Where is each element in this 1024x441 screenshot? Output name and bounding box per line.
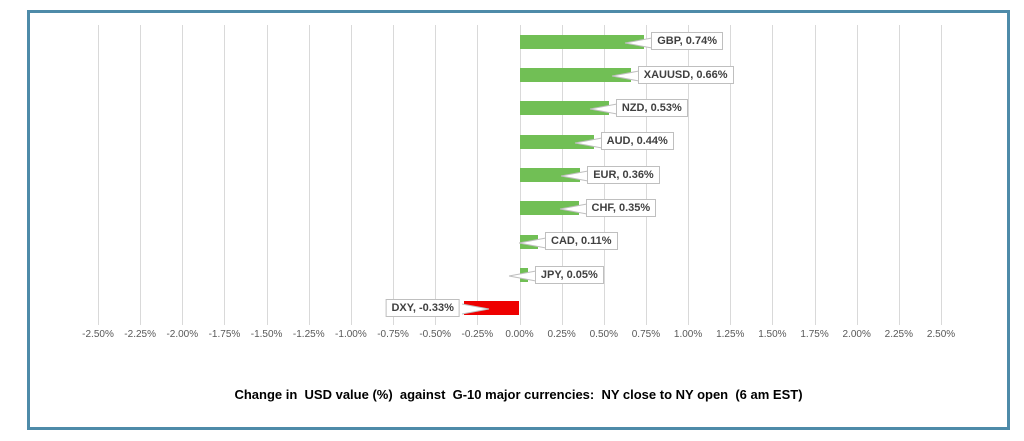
- x-tick-label: -1.50%: [250, 329, 283, 340]
- x-tick-label: 0.25%: [547, 329, 576, 340]
- x-gridline: [182, 25, 183, 325]
- x-tick-label: -1.00%: [335, 329, 367, 340]
- x-gridline: [941, 25, 942, 325]
- x-tick-label: 1.75%: [800, 329, 829, 340]
- callout-pointer: [611, 69, 641, 82]
- bar-chf: [519, 201, 579, 216]
- x-tick-label: 0.75%: [631, 329, 661, 340]
- x-tick-label: 2.00%: [842, 329, 871, 340]
- data-label-nzd: NZD, 0.53%: [615, 98, 688, 117]
- x-tick-label: -0.25%: [461, 329, 494, 340]
- callout-pointer: [518, 236, 548, 249]
- x-gridline: [309, 25, 310, 325]
- x-gridline: [688, 25, 689, 325]
- x-tick-label: -1.75%: [208, 329, 241, 340]
- x-tick-label: 1.50%: [758, 329, 787, 340]
- bar-nzd: [519, 101, 609, 116]
- chart-frame: -2.50% -2.25% -2.00% -1.75% -1.50% -1.25% -1.0…: [27, 10, 1010, 430]
- bar-eur: [519, 168, 581, 182]
- bar-aud: [519, 134, 594, 149]
- data-label-jpy: JPY, 0.05%: [534, 265, 604, 284]
- bar-gbp: [519, 34, 645, 49]
- x-tick-label: -2.00%: [166, 329, 199, 340]
- x-tick-label: 1.00%: [673, 329, 703, 340]
- x-gridline: [477, 25, 478, 325]
- callout-pointer: [460, 302, 490, 315]
- x-tick-label: -0.75%: [377, 329, 409, 340]
- callout-pointer: [574, 136, 604, 149]
- x-gridline: [730, 25, 731, 325]
- x-tick-label: 0.00%: [505, 329, 534, 340]
- callout-pointer: [589, 102, 619, 115]
- x-tick-label: 1.25%: [716, 329, 745, 340]
- callout-pointer: [508, 269, 538, 282]
- data-label-eur: EUR, 0.36%: [587, 165, 660, 184]
- bar-xauusd: [519, 68, 631, 82]
- data-label-xauusd: XAUUSD, 0.66%: [637, 65, 734, 84]
- x-tick-label: 2.25%: [884, 329, 914, 340]
- chart-title: Change in USD value (%) against G-10 maj…: [234, 387, 803, 402]
- x-gridline: [98, 25, 99, 325]
- x-tick-label: -1.25%: [292, 329, 325, 340]
- x-tick-label: -2.25%: [124, 329, 156, 340]
- data-label-gbp: GBP, 0.74%: [651, 32, 723, 51]
- plot-area: -2.50% -2.25% -2.00% -1.75% -1.50% -1.25% -1.0…: [30, 13, 1007, 427]
- x-gridline: [772, 25, 773, 325]
- x-tick-label: 2.50%: [926, 329, 956, 340]
- x-tick-label: -2.50%: [82, 329, 114, 340]
- x-gridline: [140, 25, 141, 325]
- x-gridline: [815, 25, 816, 325]
- x-tick-label: -0.50%: [419, 329, 452, 340]
- x-gridline: [267, 25, 268, 325]
- x-gridline: [393, 25, 394, 325]
- data-label-aud: AUD, 0.44%: [600, 132, 674, 151]
- x-gridline: [857, 25, 858, 325]
- callout-pointer: [559, 202, 589, 215]
- x-gridline: [899, 25, 900, 325]
- x-gridline: [435, 25, 436, 325]
- callout-pointer: [560, 169, 590, 182]
- data-label-chf: CHF, 0.35%: [585, 198, 657, 217]
- data-label-cad: CAD, 0.11%: [545, 232, 618, 251]
- x-tick-label: 0.50%: [589, 329, 618, 340]
- data-label-dxy: DXY, -0.33%: [385, 298, 460, 317]
- x-gridline: [351, 25, 352, 325]
- x-gridline: [224, 25, 225, 325]
- callout-pointer: [624, 36, 654, 49]
